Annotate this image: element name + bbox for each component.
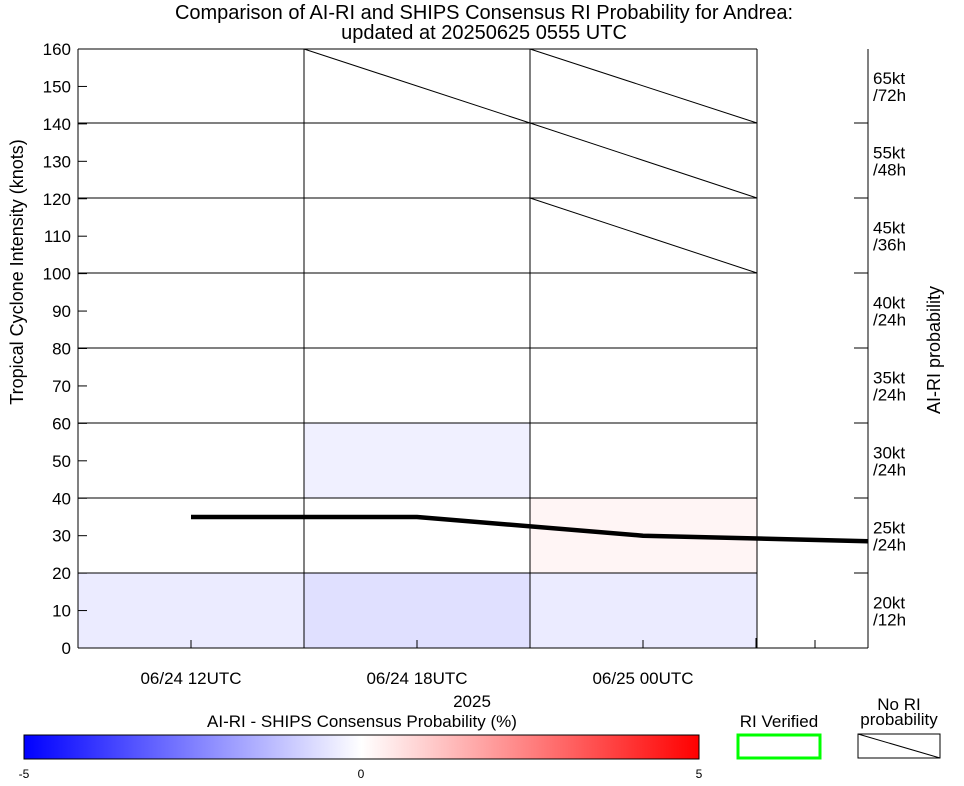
y-tick-label: 140	[43, 115, 71, 134]
y-tick-label: 20	[52, 564, 71, 583]
x-axis-ticks: 06/24 12UTC 06/24 18UTC 06/25 00UTC	[77, 638, 816, 688]
y-tick-label: 60	[52, 414, 71, 433]
colorbar-min-label: -5	[19, 767, 30, 781]
legend-no-ri-line2: probability	[860, 710, 938, 729]
y-tick-label: 80	[52, 340, 71, 359]
y-tick-label: 70	[52, 377, 71, 396]
probability-cell	[304, 573, 530, 648]
x-tick-label: 06/24 18UTC	[366, 669, 467, 688]
y-tick-label: 10	[52, 602, 71, 621]
ri-threshold-label: 30kt	[873, 444, 905, 463]
y-tick-label: 110	[44, 227, 71, 246]
x-tick-label: 06/24 12UTC	[140, 669, 241, 688]
right-axis-label: AI-RI probability	[924, 286, 944, 414]
y-tick-label: 120	[43, 190, 71, 209]
ri-threshold-window: /48h	[873, 161, 906, 180]
legend-no-ri-diagonal	[857, 733, 941, 759]
no-probability-diagonal	[303, 48, 531, 124]
ri-threshold-window: /24h	[873, 311, 906, 330]
colorbar-label: AI-RI - SHIPS Consensus Probability (%)	[207, 712, 517, 731]
ri-threshold-label: 45kt	[873, 219, 905, 238]
y-tick-label: 90	[52, 302, 71, 321]
chart-title-line1: Comparison of AI-RI and SHIPS Consensus …	[175, 2, 793, 24]
y-tick-label: 50	[52, 452, 71, 471]
colorbar-max-label: 5	[696, 767, 703, 781]
ri-threshold-window: /24h	[873, 461, 906, 480]
y-tick-label: 40	[52, 489, 71, 508]
colorbar	[23, 734, 700, 760]
probability-cell	[78, 573, 304, 648]
x-axis-year-label: 2025	[453, 692, 491, 711]
ri-threshold-label: 35kt	[873, 369, 905, 388]
no-probability-cells	[303, 48, 758, 274]
probability-cell	[304, 423, 530, 498]
legend-no-ri-line1: No RI	[877, 695, 920, 714]
ri-threshold-label: 40kt	[873, 294, 905, 313]
ri-threshold-label: 20kt	[873, 594, 905, 613]
ri-threshold-label: 65kt	[873, 69, 905, 88]
ri-threshold-window: /72h	[873, 86, 906, 105]
intensity-line	[191, 514, 869, 544]
no-probability-diagonal	[529, 48, 758, 124]
y-tick-label: 160	[43, 40, 71, 59]
y-tick-label: 0	[62, 639, 71, 658]
ri-threshold-window: /12h	[873, 611, 906, 630]
y-tick-label: 100	[43, 265, 71, 284]
y-axis-ticks: 0 10 20 30 40 50 60 70 80 90 100 110 120 130 140 150 160	[43, 40, 868, 658]
y-tick-label: 130	[43, 152, 71, 171]
ri-threshold-window: /24h	[873, 386, 906, 405]
legend-ri-verified-label: RI Verified	[740, 712, 818, 731]
ri-threshold-window: /36h	[873, 236, 906, 255]
y-tick-label: 30	[52, 527, 71, 546]
legend-ri-verified-box	[736, 733, 822, 760]
probability-cell	[530, 573, 757, 648]
colorbar-mid-label: 0	[358, 767, 365, 781]
no-probability-diagonal	[529, 197, 758, 274]
ri-threshold-window: /24h	[873, 536, 906, 555]
x-tick-label: 06/25 00UTC	[592, 669, 693, 688]
ri-threshold-label: 25kt	[873, 519, 905, 538]
legend-no-ri-box	[857, 733, 941, 759]
ri-threshold-label: 55kt	[873, 144, 905, 163]
grid-lines	[78, 49, 758, 648]
ri-threshold-labels: 20kt/12h25kt/24h30kt/24h35kt/24h40kt/24h…	[873, 69, 906, 630]
intensity-series	[191, 514, 869, 544]
chart-title-line2: updated at 20250625 0555 UTC	[341, 22, 627, 44]
no-probability-diagonal	[529, 122, 758, 199]
y-axis-label: Tropical Cyclone Intensity (knots)	[7, 139, 27, 404]
y-tick-label: 150	[43, 77, 71, 96]
